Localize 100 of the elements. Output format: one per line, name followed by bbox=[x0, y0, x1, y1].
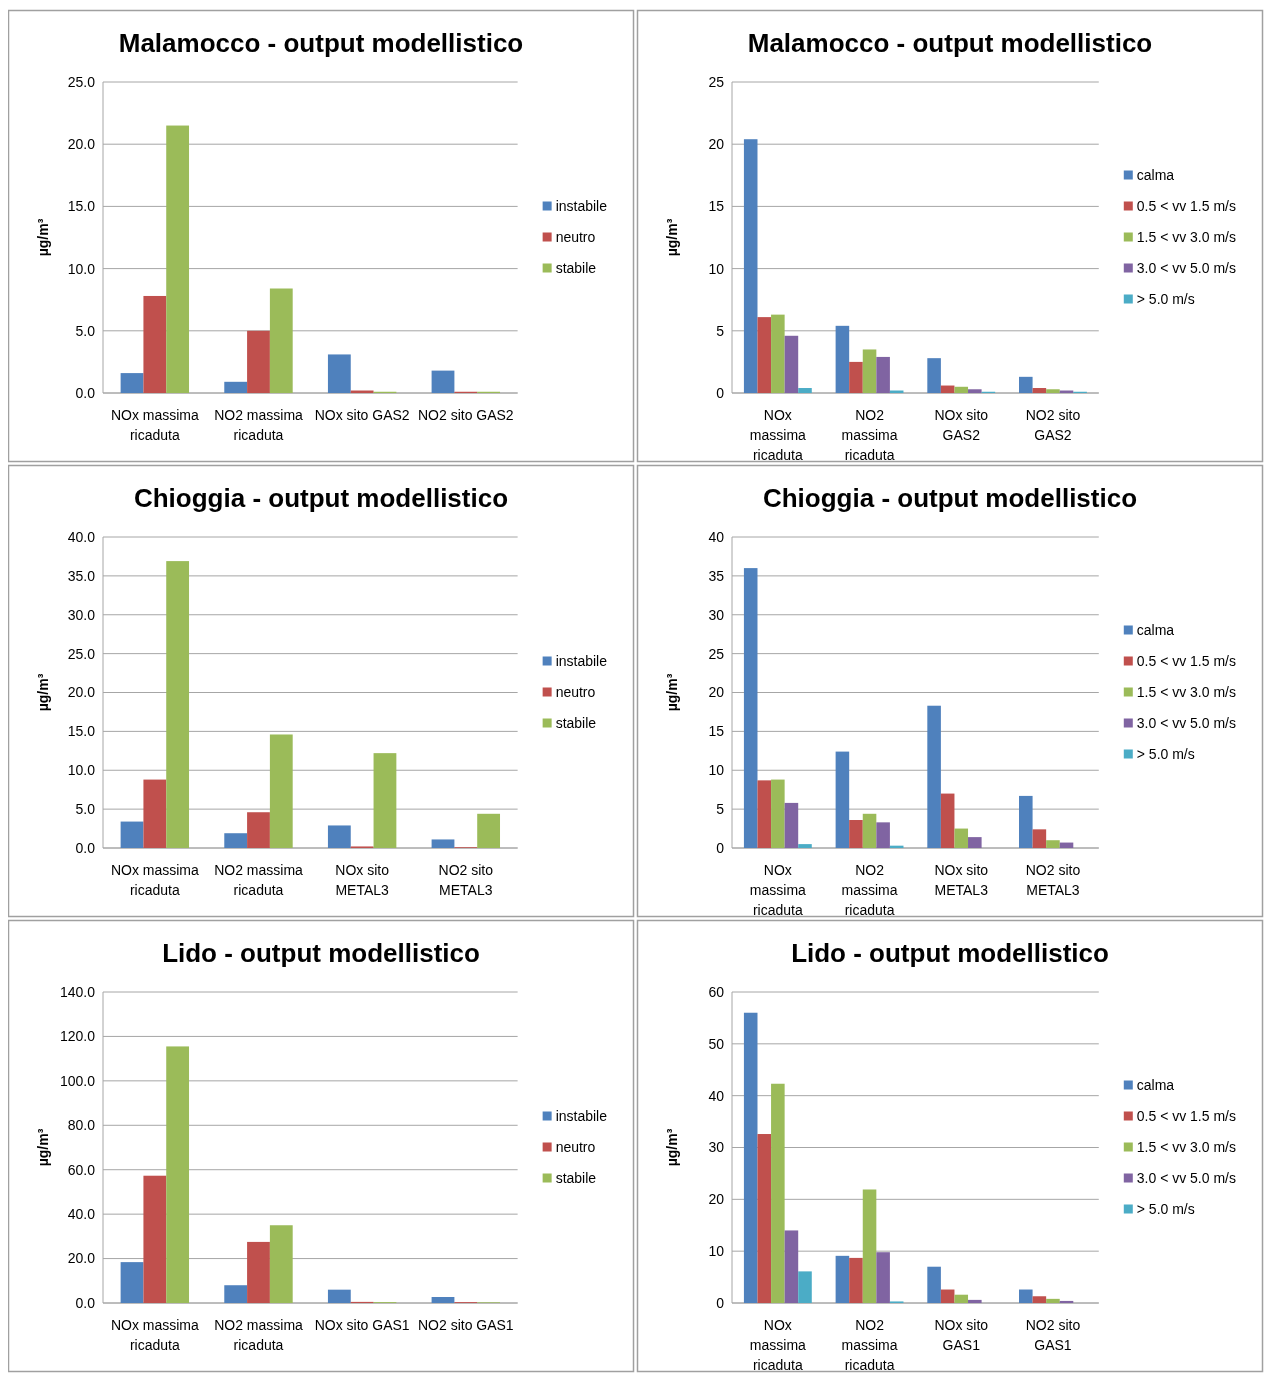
legend-label: calma bbox=[1136, 167, 1175, 184]
bar bbox=[269, 288, 293, 393]
bar bbox=[849, 820, 863, 848]
x-tick-label: NO2 massima ricaduta bbox=[841, 862, 898, 918]
x-tick-label: NO2 massima ricaduta bbox=[214, 407, 304, 443]
y-tick-label: 20 bbox=[708, 1191, 725, 1208]
bar bbox=[849, 361, 863, 393]
x-tick-label: NOx massima ricaduta bbox=[110, 407, 199, 443]
bar bbox=[247, 330, 270, 393]
bar bbox=[327, 1289, 351, 1303]
y-tick-label: 15 bbox=[708, 723, 725, 740]
legend-label: instabile bbox=[555, 653, 608, 670]
y-tick-label: 40 bbox=[708, 528, 725, 545]
y-axis-title: µg/m³ bbox=[35, 218, 51, 257]
bar bbox=[968, 1299, 982, 1303]
y-tick-label: 40 bbox=[708, 1087, 725, 1104]
bar bbox=[954, 386, 969, 393]
y-tick-label: 120.0 bbox=[59, 1028, 96, 1045]
x-tick-label: NO2 massima ricaduta bbox=[214, 1317, 304, 1353]
bar bbox=[373, 753, 397, 848]
legend-label: 0.5 < vv 1.5 m/s bbox=[1136, 1108, 1237, 1125]
legend-label: 3.0 < vv 5.0 m/s bbox=[1136, 715, 1237, 732]
bar bbox=[1032, 829, 1047, 848]
legend-label: stabile bbox=[555, 260, 597, 277]
bar bbox=[849, 1257, 863, 1303]
chart-title: Malamocco - output modellistico bbox=[118, 28, 524, 58]
bar bbox=[166, 1046, 190, 1303]
y-tick-label: 0 bbox=[716, 1294, 725, 1311]
bar bbox=[224, 1285, 248, 1303]
x-tick-label: NOx sito GAS1 bbox=[314, 1317, 410, 1333]
y-tick-label: 60 bbox=[708, 983, 725, 1000]
bar bbox=[1059, 1300, 1074, 1303]
bar bbox=[224, 833, 248, 848]
legend-label: calma bbox=[1136, 1077, 1175, 1094]
bar bbox=[1032, 388, 1047, 393]
bar bbox=[269, 734, 293, 848]
bar bbox=[143, 779, 167, 848]
bar bbox=[1046, 840, 1060, 848]
x-tick-label: NO2 massima ricaduta bbox=[214, 862, 304, 898]
bar bbox=[431, 1297, 455, 1303]
y-tick-label: 30.0 bbox=[67, 606, 96, 623]
x-tick-label: NO2 sito GAS2 bbox=[417, 407, 514, 423]
legend-label: calma bbox=[1136, 622, 1175, 639]
legend-label: 1.5 < vv 3.0 m/s bbox=[1136, 229, 1237, 246]
x-tick-label: NOx massima ricaduta bbox=[749, 407, 807, 463]
legend-label: 0.5 < vv 1.5 m/s bbox=[1136, 198, 1237, 215]
y-tick-label: 25.0 bbox=[67, 645, 96, 662]
x-tick-label: NOx massima ricaduta bbox=[110, 862, 199, 898]
legend-label: > 5.0 m/s bbox=[1136, 1201, 1195, 1218]
y-tick-label: 20 bbox=[708, 136, 725, 153]
legend-label: stabile bbox=[555, 1170, 597, 1187]
y-tick-label: 20.0 bbox=[67, 1250, 96, 1267]
y-tick-label: 10 bbox=[708, 762, 725, 779]
y-tick-label: 20.0 bbox=[67, 136, 96, 153]
y-tick-label: 100.0 bbox=[59, 1072, 96, 1089]
bar bbox=[862, 1189, 877, 1303]
y-tick-label: 35.0 bbox=[67, 567, 96, 584]
y-tick-label: 0.0 bbox=[75, 384, 96, 401]
y-tick-label: 10.0 bbox=[67, 260, 96, 277]
bar bbox=[1019, 795, 1033, 848]
y-tick-label: 10 bbox=[708, 260, 725, 277]
bar bbox=[431, 370, 455, 393]
x-tick-label: NO2 massima ricaduta bbox=[841, 1317, 898, 1373]
y-tick-label: 30 bbox=[708, 1139, 725, 1156]
y-axis-title: µg/m³ bbox=[664, 673, 680, 712]
x-tick-label: NOx sito GAS2 bbox=[934, 407, 989, 443]
y-tick-label: 5 bbox=[716, 801, 725, 818]
bar bbox=[798, 1271, 812, 1303]
bar bbox=[876, 356, 890, 393]
bar bbox=[247, 812, 270, 848]
x-tick-label: NO2 sito GAS1 bbox=[417, 1317, 514, 1333]
bar bbox=[224, 381, 248, 393]
bar bbox=[757, 317, 772, 393]
legend-label: 0.5 < vv 1.5 m/s bbox=[1136, 653, 1237, 670]
bar bbox=[431, 839, 455, 848]
y-tick-label: 60.0 bbox=[67, 1161, 96, 1178]
y-tick-label: 15.0 bbox=[67, 198, 96, 215]
bar bbox=[798, 388, 812, 393]
bar bbox=[784, 802, 799, 848]
legend-label: 3.0 < vv 5.0 m/s bbox=[1136, 260, 1237, 277]
y-tick-label: 20 bbox=[708, 684, 725, 701]
legend-label: > 5.0 m/s bbox=[1136, 291, 1195, 308]
y-tick-label: 0 bbox=[716, 384, 725, 401]
bar bbox=[771, 779, 785, 848]
x-tick-label: NO2 sito GAS1 bbox=[1025, 1317, 1081, 1353]
y-tick-label: 0.0 bbox=[75, 839, 96, 856]
bar bbox=[120, 821, 144, 848]
bar bbox=[1019, 376, 1033, 393]
y-tick-label: 10.0 bbox=[67, 762, 96, 779]
bar bbox=[876, 822, 890, 848]
x-tick-label: NO2 sito METAL3 bbox=[1025, 862, 1081, 898]
chart-title: Malamocco - output modellistico bbox=[747, 28, 1153, 58]
bar bbox=[940, 385, 955, 393]
chart-title: Chioggia - output modellistico bbox=[762, 483, 1138, 513]
bar bbox=[771, 1083, 785, 1303]
y-tick-label: 20.0 bbox=[67, 684, 96, 701]
x-tick-label: NO2 sito GAS2 bbox=[1025, 407, 1081, 443]
bar bbox=[968, 837, 982, 848]
bar bbox=[835, 1255, 850, 1303]
x-tick-label: NOx massima ricaduta bbox=[749, 862, 807, 918]
